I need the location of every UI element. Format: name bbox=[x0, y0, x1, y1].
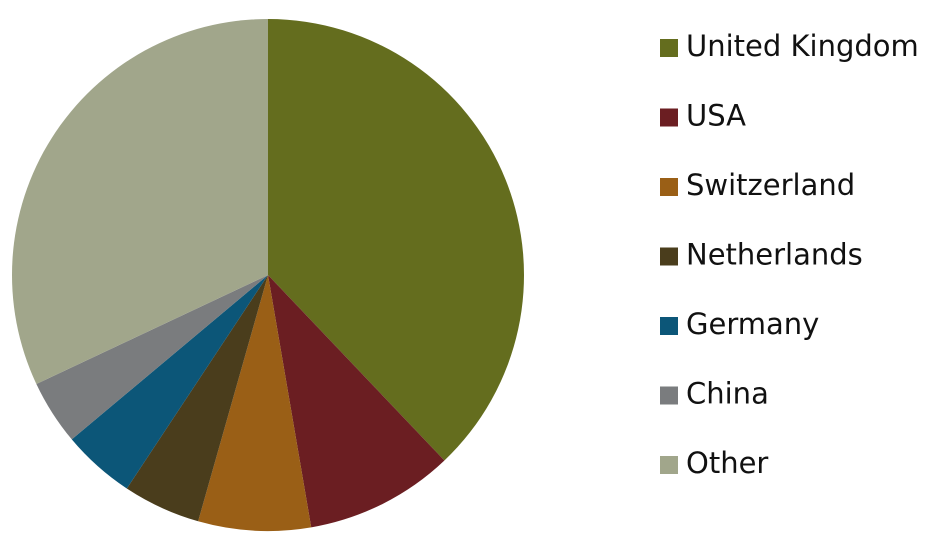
legend-label: Switzerland bbox=[686, 168, 855, 202]
legend-label: USA bbox=[686, 99, 746, 133]
pie-slice bbox=[198, 275, 312, 531]
legend-swatch bbox=[660, 456, 678, 474]
legend-label: Other bbox=[686, 446, 768, 480]
legend-swatch bbox=[660, 247, 678, 266]
legend-swatch bbox=[660, 108, 678, 127]
legend-swatch bbox=[660, 178, 678, 196]
pie-slice bbox=[36, 275, 268, 440]
pie-slice bbox=[268, 275, 445, 528]
legend-swatch bbox=[660, 317, 678, 335]
pie-slice bbox=[11, 19, 269, 384]
pie-slice bbox=[71, 275, 268, 489]
pie-slice bbox=[268, 19, 524, 461]
legend-label: United Kingdom bbox=[686, 29, 919, 63]
legend-swatch bbox=[660, 39, 678, 57]
pie-slice bbox=[126, 275, 268, 522]
legend-swatch bbox=[660, 386, 678, 405]
legend-label: Netherlands bbox=[686, 238, 863, 272]
legend-label: China bbox=[686, 377, 769, 411]
legend-label: Germany bbox=[686, 307, 819, 341]
